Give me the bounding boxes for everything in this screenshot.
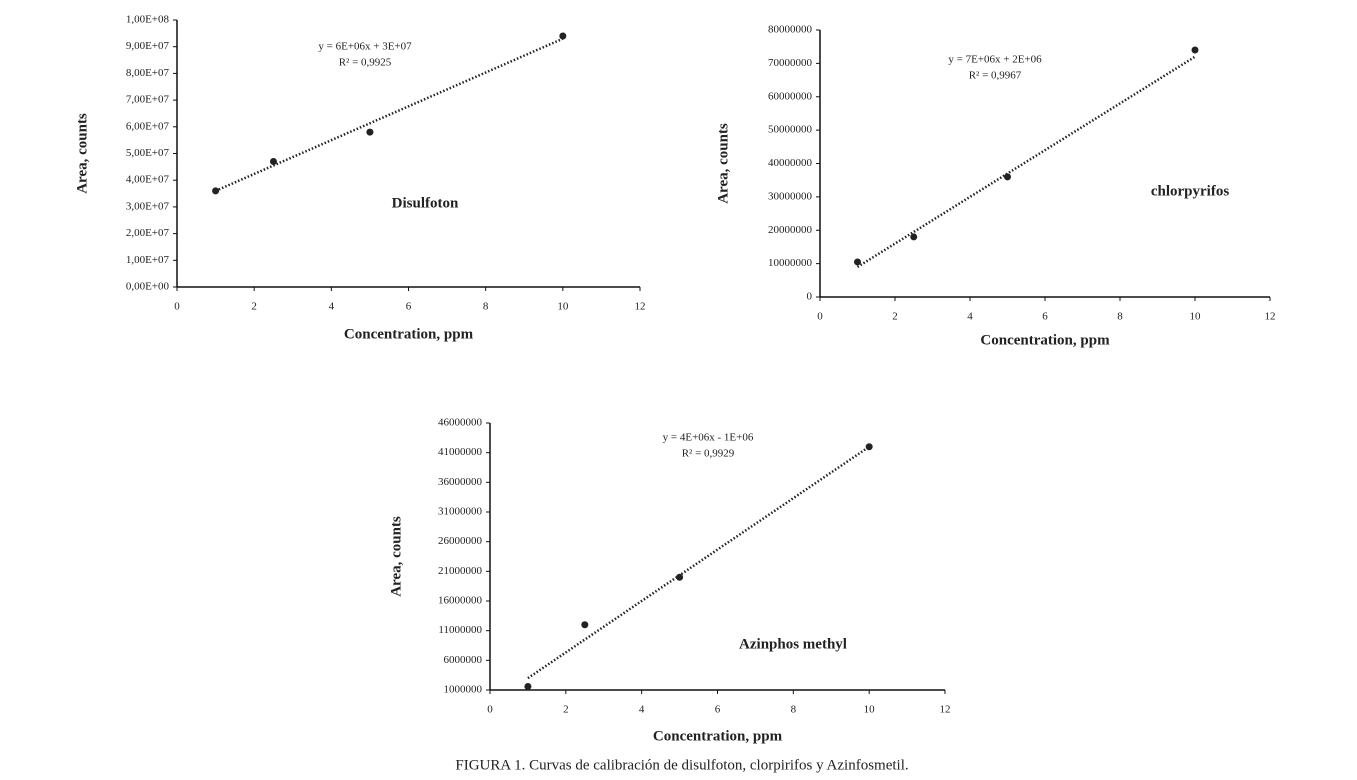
x-tick-label: 2 <box>563 704 569 716</box>
y-tick-label: 26000000 <box>438 535 483 547</box>
x-tick-label: 4 <box>967 311 973 323</box>
y-tick-label: 30000000 <box>768 190 813 202</box>
x-tick-label: 2 <box>892 311 898 323</box>
x-tick-label: 10 <box>557 301 569 313</box>
data-point <box>559 32 567 40</box>
x-tick-label: 10 <box>1190 311 1202 323</box>
data-point <box>524 682 532 690</box>
x-tick-label: 8 <box>483 301 489 313</box>
y-axis-title: Area, counts <box>388 516 404 597</box>
y-tick-label: 7,00E+07 <box>126 94 170 106</box>
data-point <box>865 443 873 451</box>
y-tick-label: 36000000 <box>438 476 483 488</box>
data-point <box>1191 46 1199 54</box>
y-tick-label: 3,00E+07 <box>126 200 170 212</box>
x-tick-label: 8 <box>791 704 797 716</box>
data-point <box>212 187 220 195</box>
trendline <box>215 37 564 193</box>
x-tick-label: 6 <box>406 301 412 313</box>
x-tick-label: 12 <box>1265 311 1276 323</box>
y-tick-label: 4,00E+07 <box>126 174 170 186</box>
trendline <box>856 55 1196 269</box>
y-tick-label: 8,00E+07 <box>126 67 170 79</box>
y-tick-label: 11000000 <box>438 624 482 636</box>
trendline <box>527 445 870 680</box>
y-tick-label: 80000000 <box>768 24 813 36</box>
x-tick-label: 6 <box>1042 311 1048 323</box>
compound-label: Azinphos methyl <box>739 636 847 652</box>
y-tick-label: 46000000 <box>438 417 483 429</box>
y-tick-label: 2,00E+07 <box>126 227 170 239</box>
data-point <box>910 233 918 241</box>
x-tick-label: 0 <box>174 301 180 313</box>
data-point <box>1004 173 1011 181</box>
y-tick-label: 1,00E+08 <box>126 14 170 26</box>
x-tick-label: 12 <box>940 704 951 716</box>
y-tick-label: 20000000 <box>768 224 813 236</box>
x-axis-title: Concentration, ppm <box>653 728 783 744</box>
equation: y = 6E+06x + 3E+07 <box>318 41 412 53</box>
y-tick-label: 0 <box>807 291 813 303</box>
y-tick-label: 0,00E+00 <box>126 281 170 293</box>
y-tick-label: 10000000 <box>768 257 813 269</box>
x-tick-label: 6 <box>715 704 721 716</box>
y-tick-label: 16000000 <box>438 595 483 607</box>
data-point <box>366 128 374 136</box>
equation: R² = 0,9925 <box>339 57 392 69</box>
y-tick-label: 31000000 <box>438 506 483 518</box>
x-tick-label: 8 <box>1117 311 1123 323</box>
x-tick-label: 4 <box>639 704 645 716</box>
y-tick-label: 21000000 <box>438 565 483 577</box>
x-tick-label: 0 <box>487 704 493 716</box>
compound-label: chlorpyrifos <box>1151 183 1229 199</box>
data-point <box>269 158 277 166</box>
y-tick-label: 6,00E+07 <box>126 120 170 132</box>
x-tick-label: 10 <box>864 704 876 716</box>
equation: R² = 0,9929 <box>682 448 735 460</box>
compound-label: Disulfoton <box>392 195 459 211</box>
x-tick-label: 0 <box>817 311 823 323</box>
y-tick-label: 5,00E+07 <box>126 147 170 159</box>
equation: y = 4E+06x - 1E+06 <box>663 432 754 444</box>
y-axis-title: Area, counts <box>715 123 731 204</box>
equation: R² = 0,9967 <box>969 70 1022 82</box>
caption: FIGURA 1. Curvas de calibración de disul… <box>455 757 908 773</box>
x-tick-label: 2 <box>251 301 257 313</box>
y-tick-label: 41000000 <box>438 446 483 458</box>
y-tick-label: 60000000 <box>768 90 813 102</box>
x-tick-label: 4 <box>329 301 335 313</box>
equation: y = 7E+06x + 2E+06 <box>948 54 1042 66</box>
data-point <box>676 573 684 581</box>
y-tick-label: 6000000 <box>444 654 483 666</box>
data-point <box>581 621 589 629</box>
x-tick-label: 12 <box>635 301 646 313</box>
x-axis-title: Concentration, ppm <box>344 326 474 342</box>
y-tick-label: 1000000 <box>444 684 483 696</box>
y-tick-label: 9,00E+07 <box>126 40 170 52</box>
y-axis-title: Area, counts <box>74 113 90 194</box>
y-tick-label: 40000000 <box>768 157 813 169</box>
x-axis-title: Concentration, ppm <box>980 332 1110 348</box>
y-tick-label: 50000000 <box>768 124 813 136</box>
y-tick-label: 70000000 <box>768 57 813 69</box>
y-tick-label: 1,00E+07 <box>126 254 170 266</box>
data-point <box>854 258 861 266</box>
